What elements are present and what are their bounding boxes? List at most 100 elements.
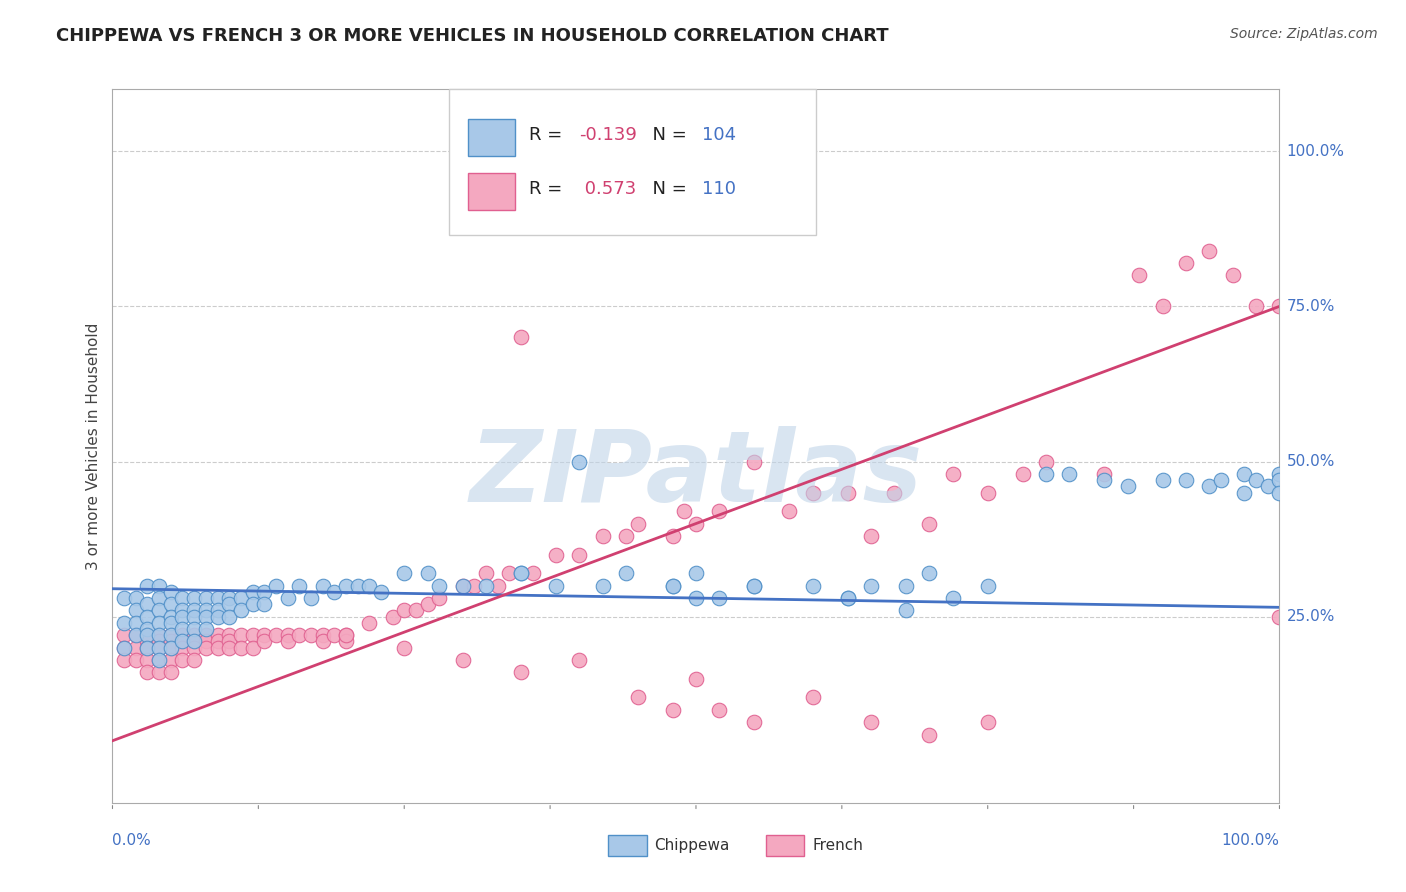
Point <box>744 454 766 468</box>
FancyBboxPatch shape <box>766 835 804 856</box>
Point <box>1244 299 1267 313</box>
Point <box>592 529 614 543</box>
Point <box>125 591 148 605</box>
Point <box>1175 473 1198 487</box>
Point <box>685 566 707 581</box>
Point <box>160 653 183 667</box>
Point <box>136 653 159 667</box>
Point <box>1094 473 1116 487</box>
Point <box>172 628 194 642</box>
Point <box>475 579 498 593</box>
Point <box>172 622 194 636</box>
Point <box>194 622 217 636</box>
Point <box>1268 299 1291 313</box>
Point <box>125 603 148 617</box>
Point <box>183 628 205 642</box>
Point <box>136 634 159 648</box>
Point <box>323 628 346 642</box>
Point <box>172 640 194 655</box>
FancyBboxPatch shape <box>468 120 515 156</box>
Point <box>592 579 614 593</box>
Point <box>509 566 531 581</box>
Point <box>381 609 404 624</box>
Point <box>614 529 637 543</box>
Text: R =: R = <box>529 179 568 197</box>
Point <box>416 566 439 581</box>
Point <box>627 690 650 705</box>
Point <box>242 597 264 611</box>
Point <box>194 609 217 624</box>
Point <box>394 640 416 655</box>
Point <box>160 615 183 630</box>
Point <box>894 603 917 617</box>
Text: Source: ZipAtlas.com: Source: ZipAtlas.com <box>1230 27 1378 41</box>
Point <box>112 591 135 605</box>
Point <box>918 516 941 531</box>
Point <box>160 665 183 680</box>
FancyBboxPatch shape <box>609 835 647 856</box>
Point <box>242 584 264 599</box>
Point <box>194 603 217 617</box>
Text: French: French <box>813 838 863 853</box>
FancyBboxPatch shape <box>468 173 515 210</box>
Point <box>1268 467 1291 481</box>
Point <box>498 566 520 581</box>
Point <box>568 653 591 667</box>
Point <box>183 603 205 617</box>
Point <box>125 628 148 642</box>
Point <box>709 504 731 518</box>
Point <box>136 640 159 655</box>
Point <box>918 566 941 581</box>
Point <box>183 634 205 648</box>
Point <box>451 653 474 667</box>
Point <box>673 504 696 518</box>
Point <box>112 615 135 630</box>
Point <box>394 566 416 581</box>
Point <box>976 485 998 500</box>
Point <box>1233 467 1256 481</box>
Point <box>744 579 766 593</box>
Point <box>685 591 707 605</box>
Text: N =: N = <box>641 126 693 144</box>
Point <box>253 634 276 648</box>
Point <box>370 584 392 599</box>
Point <box>509 665 531 680</box>
Point <box>194 628 217 642</box>
Point <box>346 579 368 593</box>
Point <box>744 715 766 730</box>
Point <box>544 579 567 593</box>
Point <box>112 653 135 667</box>
Point <box>299 628 322 642</box>
Point <box>160 609 183 624</box>
Point <box>1035 454 1057 468</box>
Point <box>148 615 170 630</box>
Point <box>136 628 159 642</box>
Point <box>172 634 194 648</box>
Point <box>1209 473 1232 487</box>
Point <box>568 454 591 468</box>
Point <box>942 467 965 481</box>
Point <box>276 628 298 642</box>
Point <box>359 615 381 630</box>
Point <box>207 603 229 617</box>
Point <box>276 591 298 605</box>
Point <box>394 603 416 617</box>
Point <box>335 579 357 593</box>
Point <box>311 579 333 593</box>
Point <box>253 628 276 642</box>
Point <box>218 609 240 624</box>
Point <box>253 597 276 611</box>
Point <box>136 597 159 611</box>
Point <box>837 485 859 500</box>
Point <box>405 603 427 617</box>
Point <box>451 579 474 593</box>
Point <box>148 603 170 617</box>
Text: 104: 104 <box>702 126 735 144</box>
Point <box>801 690 824 705</box>
Point <box>207 628 229 642</box>
Point <box>661 529 683 543</box>
Point <box>229 640 252 655</box>
Point <box>976 715 998 730</box>
Text: 0.0%: 0.0% <box>112 833 152 848</box>
Point <box>568 548 591 562</box>
